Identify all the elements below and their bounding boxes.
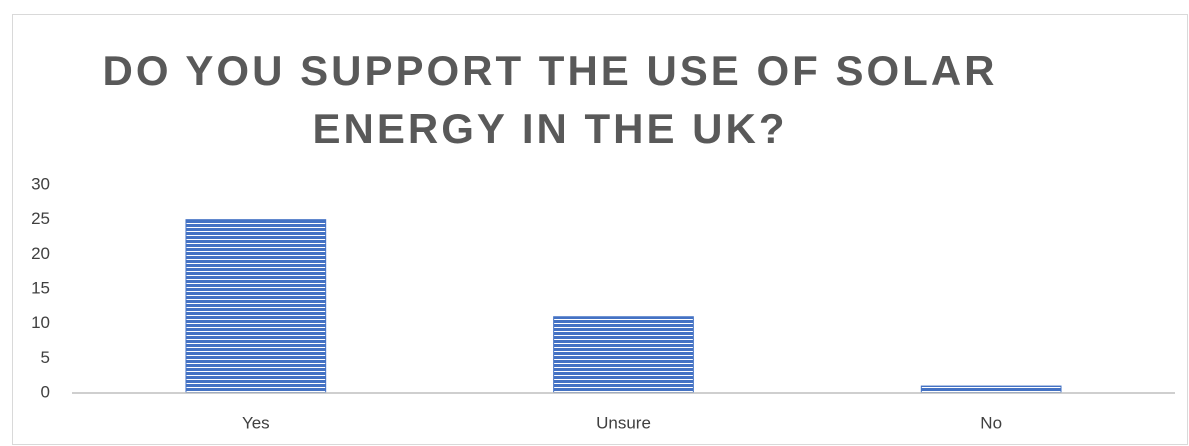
y-tick-label: 30 xyxy=(31,174,50,193)
y-tick-label: 20 xyxy=(31,244,50,263)
y-tick-label: 25 xyxy=(31,209,50,228)
y-tick-label: 15 xyxy=(31,278,50,297)
x-tick-label: Yes xyxy=(242,413,270,432)
bar xyxy=(185,219,327,394)
y-tick-label: 0 xyxy=(41,382,50,401)
chart-title: DO YOU SUPPORT THE USE OF SOLAR ENERGY I… xyxy=(102,47,998,152)
x-tick-label: No xyxy=(980,413,1002,432)
chart-frame xyxy=(12,14,1188,445)
bar xyxy=(920,385,1062,394)
y-tick-label: 5 xyxy=(41,348,50,367)
bar xyxy=(553,316,694,394)
y-tick-label: 10 xyxy=(31,313,50,332)
x-tick-label: Unsure xyxy=(596,413,651,432)
